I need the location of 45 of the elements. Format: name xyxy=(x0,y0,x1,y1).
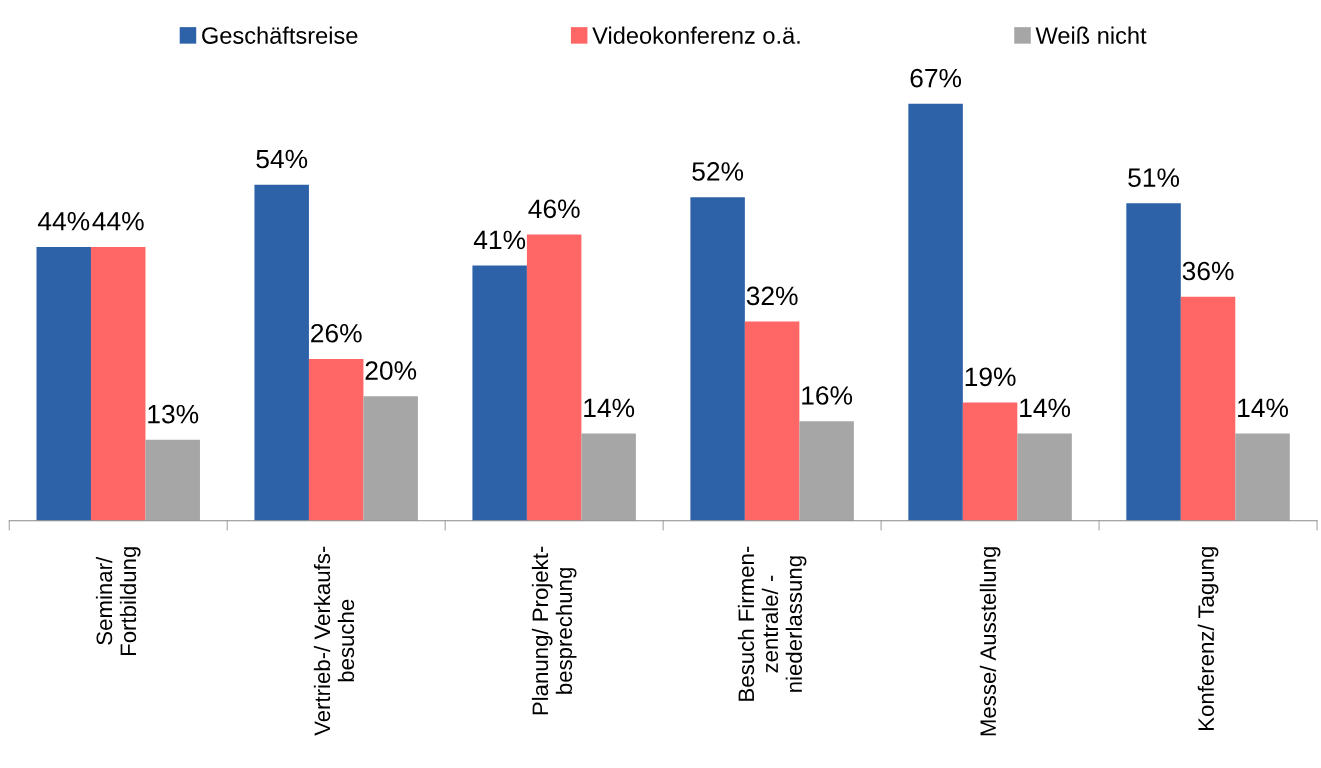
data-label: 52% xyxy=(692,162,744,181)
bar xyxy=(1017,433,1072,521)
bar xyxy=(363,396,418,521)
data-label: 26% xyxy=(311,323,362,343)
bar xyxy=(472,265,527,521)
data-label: 67% xyxy=(910,68,962,88)
x-tick-label: Besuch Firmen- zentrale/ - niederlassung xyxy=(737,546,807,701)
x-tick-label: Messe/ Ausstellung xyxy=(979,547,1001,736)
bar xyxy=(254,184,309,521)
bar xyxy=(908,103,963,521)
data-label: 44% xyxy=(92,212,144,231)
bar xyxy=(1235,433,1290,521)
data-label: 36% xyxy=(1182,261,1234,281)
bar xyxy=(308,358,364,521)
bar xyxy=(36,246,91,521)
x-tick-label: Seminar/ Fortbildung xyxy=(95,547,141,656)
bar xyxy=(526,234,582,521)
x-tick-label: Vertrieb-/ Verkaufs- besuche xyxy=(313,546,355,736)
legend-label: Weiß nicht xyxy=(1035,26,1147,44)
data-label: 14% xyxy=(1020,398,1071,418)
data-label: 44% xyxy=(37,212,90,231)
data-label: 46% xyxy=(528,199,580,219)
bar xyxy=(145,439,200,521)
data-label: 14% xyxy=(584,398,635,418)
bar xyxy=(1180,296,1236,521)
bar xyxy=(744,321,800,521)
data-label: 51% xyxy=(1128,168,1180,188)
bar xyxy=(690,197,745,521)
legend-label: Geschäftsreise xyxy=(202,26,358,44)
data-label: 32% xyxy=(746,286,798,306)
bar xyxy=(962,402,1018,521)
legend-label: Videokonferenz o.ä. xyxy=(592,26,800,44)
bar xyxy=(90,246,146,521)
data-label: 20% xyxy=(365,361,417,380)
data-label: 41% xyxy=(473,230,526,250)
data-label: 14% xyxy=(1238,398,1289,418)
x-tick-label: Planung/ Projekt- besprechung xyxy=(531,546,577,715)
bar xyxy=(581,433,636,521)
x-tick-label: Konferenz/ Tagung xyxy=(1197,547,1219,731)
data-label: 13% xyxy=(148,404,199,424)
data-label: 54% xyxy=(256,149,308,169)
data-label: 19% xyxy=(965,367,1016,387)
bar xyxy=(799,421,854,521)
data-label: 16% xyxy=(802,386,853,405)
bar xyxy=(1126,203,1181,521)
